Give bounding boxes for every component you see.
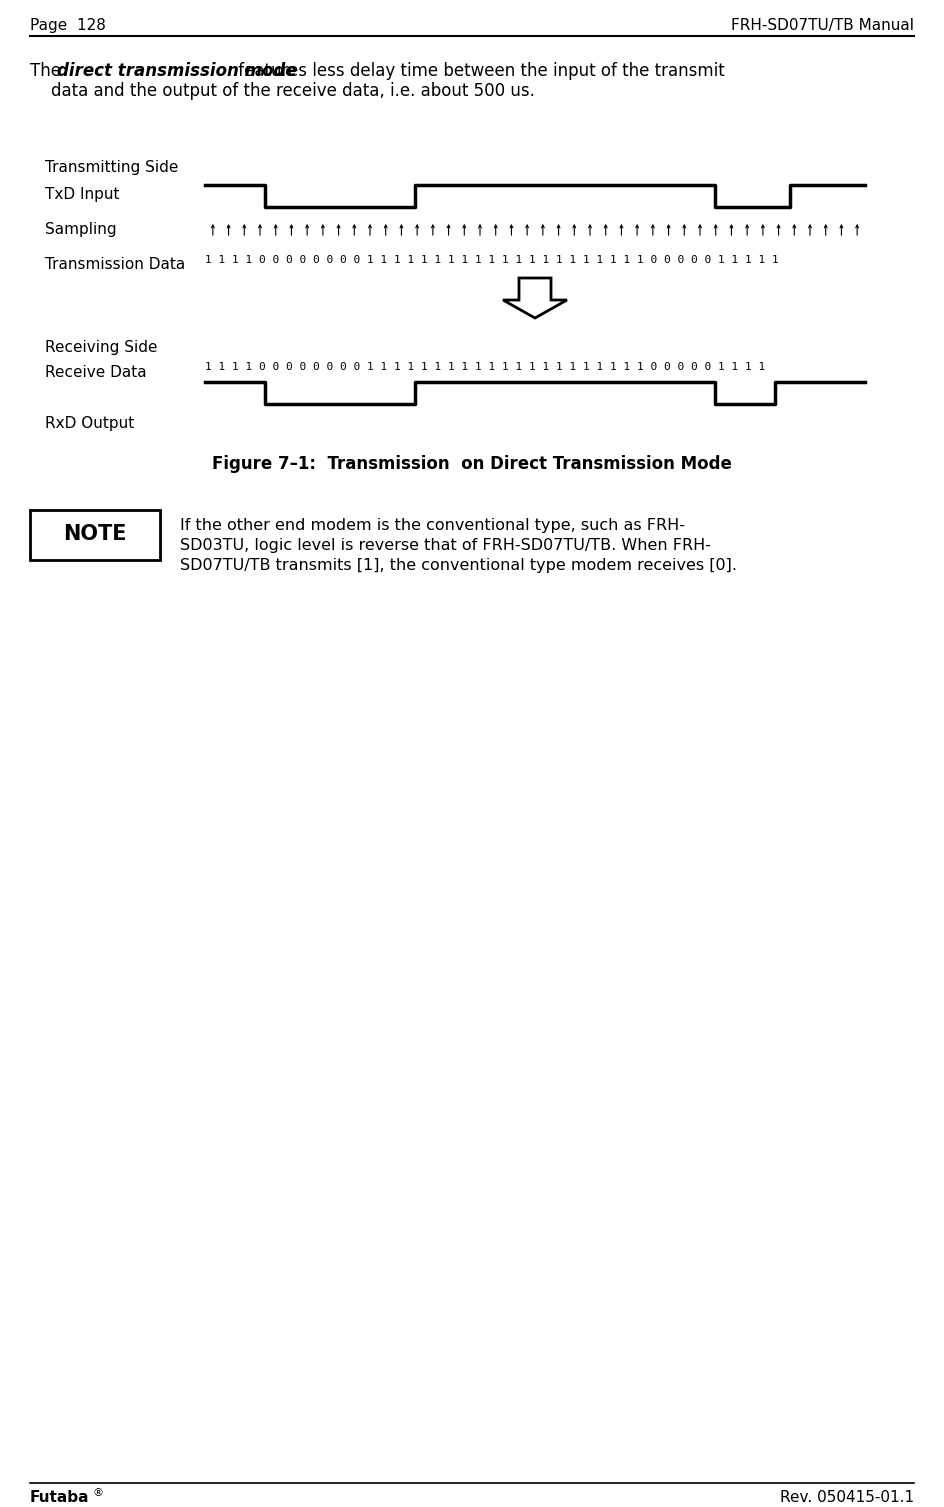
Text: TxD Input: TxD Input	[45, 187, 120, 202]
Text: Page  128: Page 128	[30, 18, 106, 33]
Text: RxD Output: RxD Output	[45, 416, 134, 431]
Text: SD03TU, logic level is reverse that of FRH-SD07TU/TB. When FRH-: SD03TU, logic level is reverse that of F…	[180, 538, 711, 553]
Text: data and the output of the receive data, i.e. about 500 us.: data and the output of the receive data,…	[30, 81, 535, 99]
Text: direct transmission mode: direct transmission mode	[57, 62, 296, 80]
Text: Transmission Data: Transmission Data	[45, 258, 185, 271]
Text: ®: ®	[93, 1487, 104, 1498]
Bar	[30, 509, 160, 561]
Text: Futaba: Futaba	[30, 1490, 90, 1505]
Text: NOTE: NOTE	[63, 524, 126, 544]
Polygon shape	[503, 277, 567, 318]
Text: Figure 7–1:  Transmission  on Direct Transmission Mode: Figure 7–1: Transmission on Direct Trans…	[212, 455, 732, 473]
Text: Transmitting Side: Transmitting Side	[45, 160, 178, 175]
Text: FRH-SD07TU/TB Manual: FRH-SD07TU/TB Manual	[731, 18, 914, 33]
Text: features less delay time between the input of the transmit: features less delay time between the inp…	[233, 62, 725, 80]
Text: The: The	[30, 62, 66, 80]
Text: Rev. 050415-01.1: Rev. 050415-01.1	[780, 1490, 914, 1505]
Text: If the other end modem is the conventional type, such as FRH-: If the other end modem is the convention…	[180, 518, 685, 533]
Text: Sampling: Sampling	[45, 222, 117, 237]
Text: 1 1 1 1 0 0 0 0 0 0 0 0 1 1 1 1 1 1 1 1 1 1 1 1 1 1 1 1 1 1 1 1 1 0 0 0 0 0 1 1 : 1 1 1 1 0 0 0 0 0 0 0 0 1 1 1 1 1 1 1 1 …	[205, 255, 779, 265]
Text: Receiving Side: Receiving Side	[45, 341, 158, 356]
Text: 1 1 1 1 0 0 0 0 0 0 0 0 1 1 1 1 1 1 1 1 1 1 1 1 1 1 1 1 1 1 1 1 1 0 0 0 0 0 1 1 : 1 1 1 1 0 0 0 0 0 0 0 0 1 1 1 1 1 1 1 1 …	[205, 362, 766, 372]
Text: Receive Data: Receive Data	[45, 365, 146, 380]
Text: SD07TU/TB transmits [1], the conventional type modem receives [0].: SD07TU/TB transmits [1], the conventiona…	[180, 558, 737, 573]
